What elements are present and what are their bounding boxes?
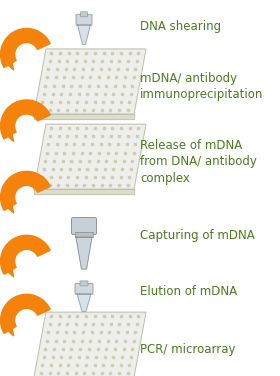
Polygon shape	[1, 100, 50, 139]
Polygon shape	[3, 321, 14, 336]
Polygon shape	[1, 235, 50, 274]
FancyBboxPatch shape	[80, 281, 88, 286]
Polygon shape	[34, 124, 146, 189]
Bar	[75, 232, 93, 237]
Text: Elution of mDNA: Elution of mDNA	[140, 285, 237, 298]
Polygon shape	[34, 49, 146, 114]
Text: Capturing of mDNA: Capturing of mDNA	[140, 229, 255, 241]
FancyBboxPatch shape	[75, 284, 93, 294]
Text: mDNA/ antibody
immunoprecipitation: mDNA/ antibody immunoprecipitation	[140, 72, 263, 101]
Polygon shape	[77, 293, 91, 311]
FancyBboxPatch shape	[81, 12, 87, 17]
Polygon shape	[1, 294, 50, 334]
Polygon shape	[3, 127, 14, 141]
Text: DNA shearing: DNA shearing	[140, 20, 221, 33]
Polygon shape	[3, 56, 14, 70]
Polygon shape	[3, 199, 14, 213]
Polygon shape	[34, 312, 146, 376]
Polygon shape	[34, 114, 134, 119]
Polygon shape	[1, 29, 50, 68]
Polygon shape	[34, 189, 134, 194]
Polygon shape	[76, 237, 92, 269]
Polygon shape	[1, 171, 50, 211]
Text: PCR/ microarray: PCR/ microarray	[140, 343, 235, 356]
Text: Release of mDNA
from DNA/ antibody
complex: Release of mDNA from DNA/ antibody compl…	[140, 139, 257, 185]
Polygon shape	[3, 262, 14, 277]
FancyBboxPatch shape	[76, 14, 92, 25]
Polygon shape	[78, 24, 90, 44]
FancyBboxPatch shape	[71, 217, 97, 235]
